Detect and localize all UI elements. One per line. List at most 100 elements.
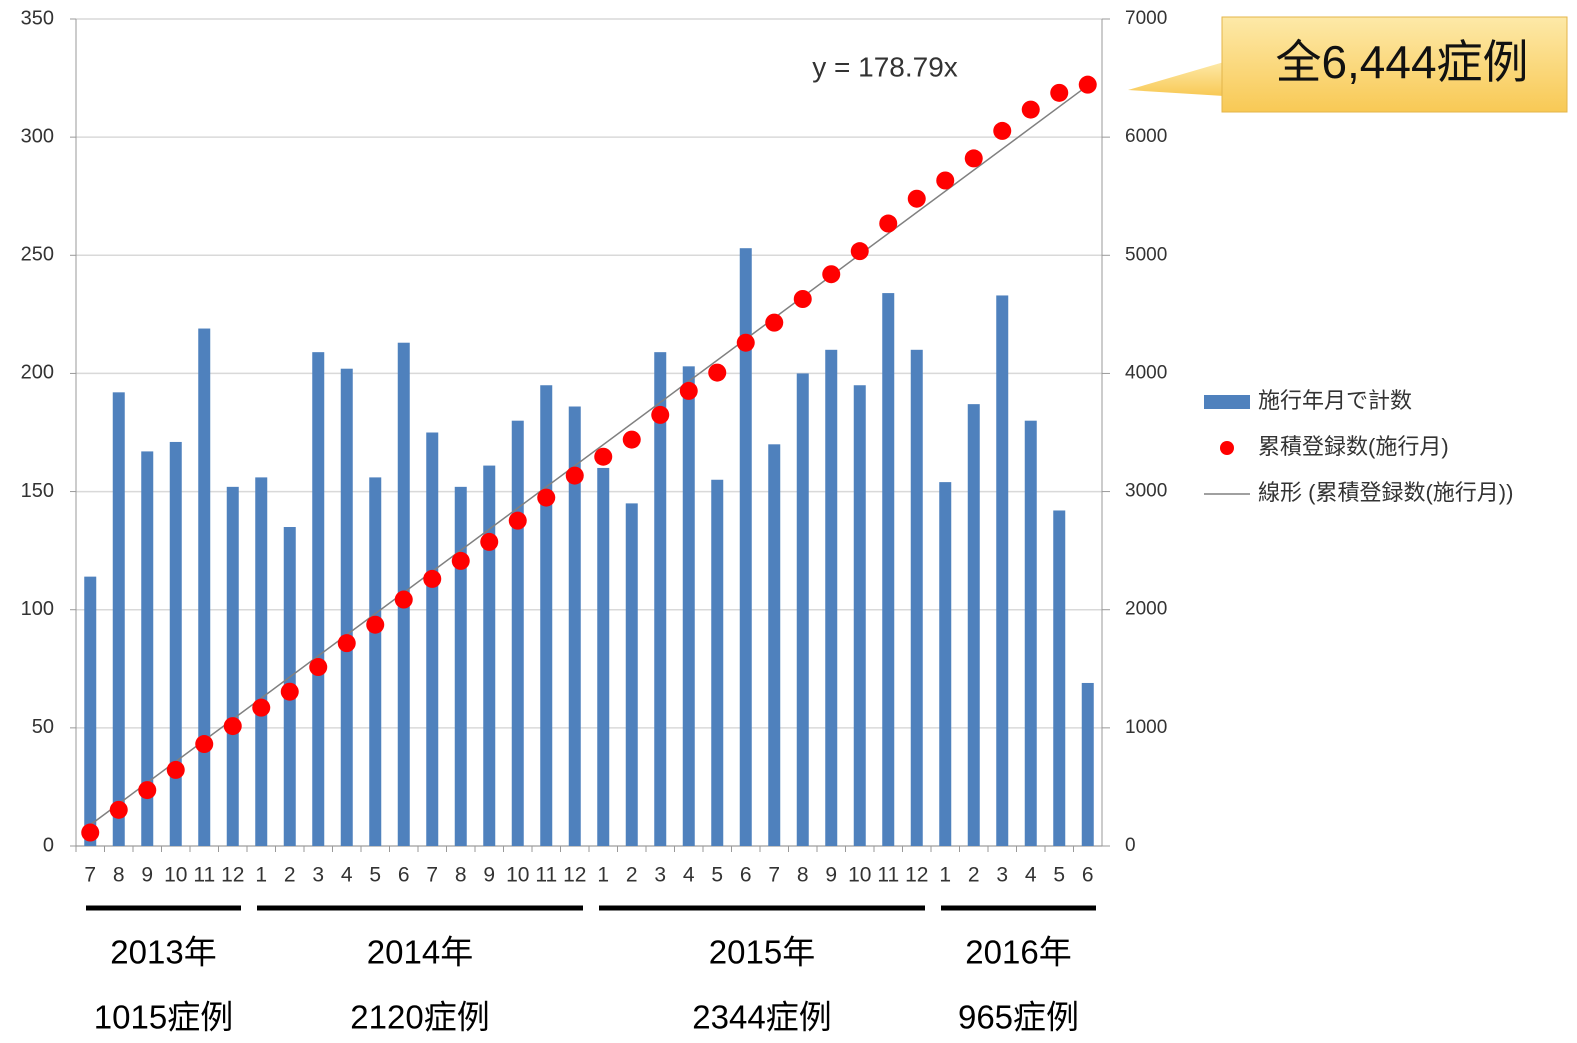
y2-tick-label: 6000: [1125, 126, 1167, 147]
x-tick-label: 10: [164, 864, 187, 887]
bar: [483, 465, 496, 846]
bar: [454, 486, 467, 846]
y-tick-label: 350: [21, 7, 54, 29]
point: [423, 569, 442, 588]
y-tick-label: 50: [32, 716, 54, 738]
y2-tick-label: 4000: [1125, 362, 1167, 383]
bar: [198, 328, 211, 846]
y-tick-label: 200: [21, 362, 54, 384]
y2-tick-label: 7000: [1125, 8, 1167, 29]
legend-swatch: [1220, 441, 1234, 455]
bar: [511, 420, 524, 846]
point: [337, 634, 356, 653]
bar: [853, 385, 866, 846]
y2-tick-label: 3000: [1125, 481, 1167, 502]
x-tick-label: 9: [825, 864, 837, 887]
bar: [312, 352, 325, 846]
point: [508, 511, 527, 530]
x-tick-label: 9: [141, 864, 153, 887]
point: [537, 488, 556, 507]
point: [907, 189, 926, 208]
x-tick-label: 2: [968, 864, 980, 887]
point: [879, 214, 898, 233]
y-tick-label: 250: [21, 244, 54, 266]
year-cases: 2344症例: [692, 999, 831, 1036]
bar: [369, 477, 382, 846]
point: [1021, 100, 1040, 119]
x-tick-label: 4: [683, 864, 695, 887]
point: [736, 333, 755, 352]
point: [822, 265, 841, 284]
x-tick-label: 11: [535, 864, 557, 887]
year-label: 2015年: [709, 934, 815, 971]
y-tick-label: 150: [21, 480, 54, 502]
point: [309, 658, 328, 677]
x-tick-label: 3: [312, 864, 324, 887]
bar: [882, 293, 895, 846]
x-tick-label: 12: [905, 864, 928, 887]
x-tick-label: 10: [848, 864, 871, 887]
x-tick-label: 6: [1082, 864, 1094, 887]
year-label: 2013年: [110, 934, 216, 971]
bar: [426, 432, 439, 846]
y2-tick-label: 5000: [1125, 244, 1167, 265]
bar: [768, 444, 781, 846]
year-label: 2014年: [367, 934, 473, 971]
point: [138, 781, 157, 800]
x-tick-label: 4: [341, 864, 353, 887]
point: [651, 405, 670, 424]
point: [1050, 83, 1069, 102]
x-tick-label: 12: [221, 864, 244, 887]
point: [166, 760, 185, 779]
trend-line: [89, 84, 1089, 826]
point: [223, 717, 242, 736]
bar: [654, 352, 667, 846]
trend-equation: y = 178.79x: [812, 51, 958, 82]
y-tick-label: 0: [43, 834, 54, 856]
point: [964, 149, 983, 168]
x-tick-label: 5: [369, 864, 381, 887]
point: [280, 682, 299, 701]
year-label: 2016年: [965, 934, 1071, 971]
bar: [996, 295, 1009, 846]
point: [366, 615, 385, 634]
bar: [340, 368, 353, 846]
year-cases: 2120症例: [350, 999, 489, 1036]
x-tick-label: 8: [113, 864, 125, 887]
point: [850, 242, 869, 261]
point: [252, 698, 271, 717]
bar: [597, 467, 610, 846]
y-tick-label: 300: [21, 125, 54, 147]
legend-label: 線形 (累積登録数(施行月)): [1258, 480, 1513, 505]
bar: [711, 479, 724, 846]
point: [565, 466, 584, 485]
x-tick-label: 5: [711, 864, 723, 887]
point: [936, 171, 955, 190]
bar: [255, 477, 268, 846]
legend-swatch: [1204, 395, 1250, 409]
x-tick-label: 1: [597, 864, 609, 887]
x-tick-label: 5: [1053, 864, 1065, 887]
bar: [625, 503, 638, 846]
point: [394, 590, 413, 609]
x-tick-label: 6: [740, 864, 752, 887]
x-tick-label: 2: [626, 864, 638, 887]
point: [1078, 75, 1097, 94]
point: [480, 532, 499, 551]
x-tick-label: 11: [877, 864, 899, 887]
bar: [910, 349, 923, 846]
x-tick-label: 10: [506, 864, 529, 887]
x-tick-label: 6: [398, 864, 410, 887]
point: [993, 121, 1012, 140]
x-tick-label: 1: [939, 864, 951, 887]
x-tick-label: 4: [1025, 864, 1037, 887]
point: [708, 363, 727, 382]
bar: [141, 451, 154, 846]
x-tick-label: 8: [455, 864, 467, 887]
bar: [568, 406, 581, 846]
year-cases: 1015症例: [94, 999, 233, 1036]
legend-label: 累積登録数(施行月): [1258, 434, 1449, 459]
x-tick-label: 8: [797, 864, 809, 887]
callout-text: 全6,444症例: [1275, 36, 1528, 88]
